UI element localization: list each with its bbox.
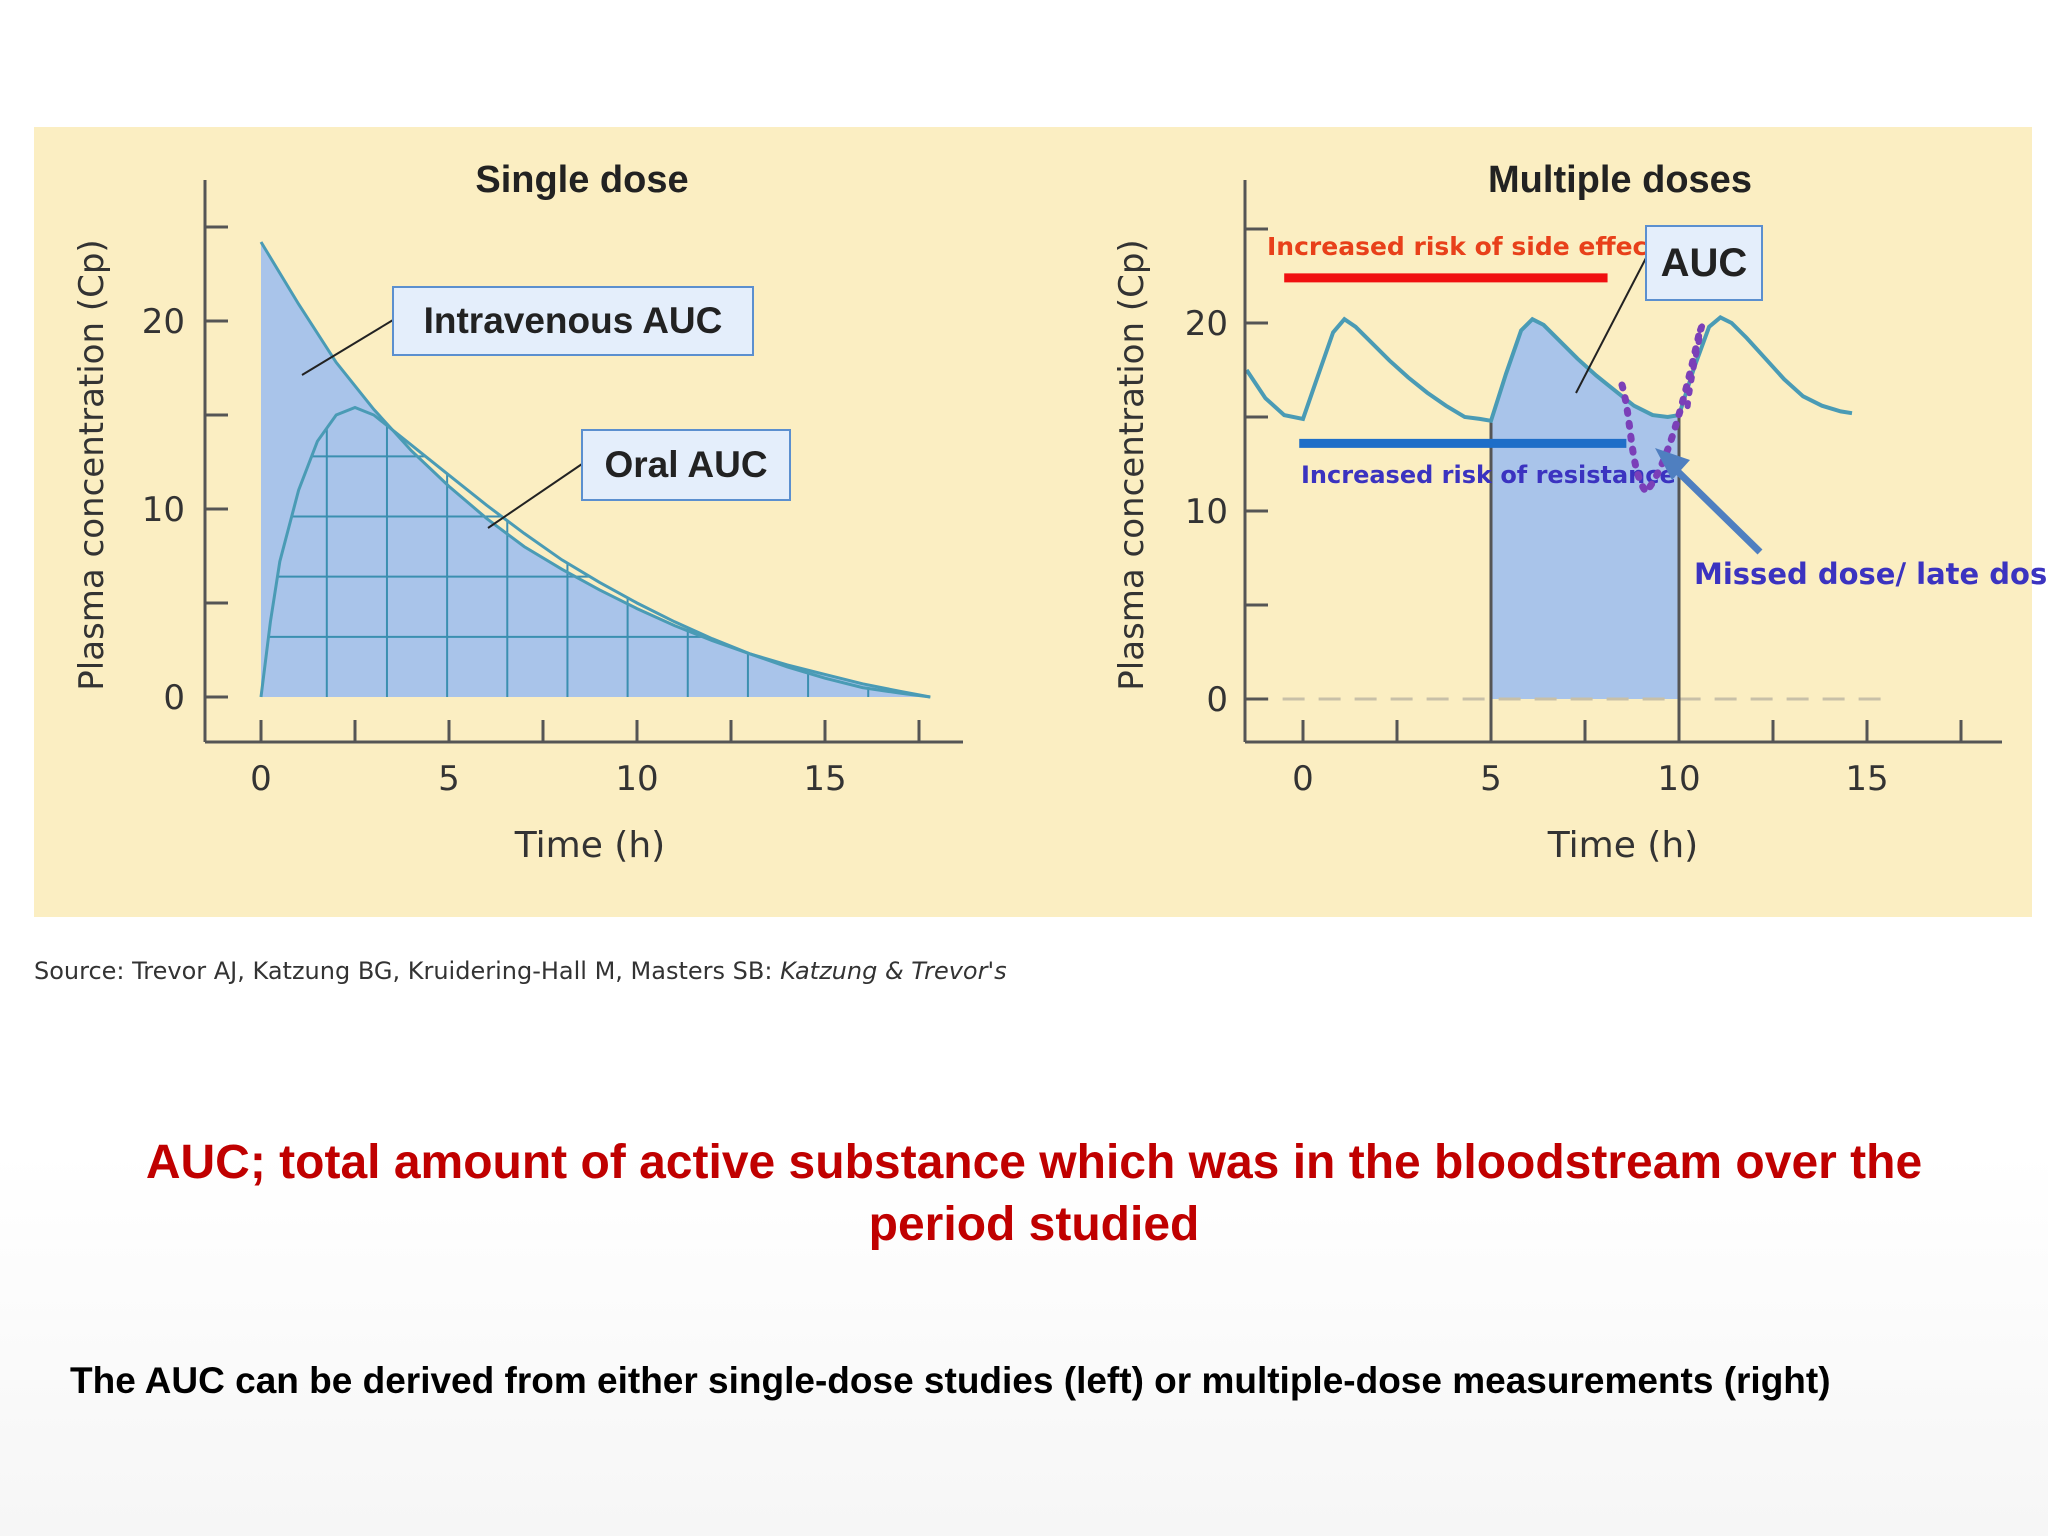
left-y-label: Plasma concentration (Cp)	[72, 239, 112, 690]
auc-label: AUC	[1661, 241, 1748, 285]
y-tick-label: 20	[142, 302, 185, 342]
right-y-label: Plasma concentration (Cp)	[1112, 239, 1152, 690]
definition-line-1: AUC; total amount of active substance wh…	[145, 1136, 1923, 1189]
missed-dose-arrow-head	[1655, 448, 1690, 480]
y-tick-label: 0	[1206, 680, 1228, 720]
side-effects-label: Increased risk of side effects	[1267, 232, 1674, 261]
missed-dose-dotted-curve-2	[1684, 320, 1706, 415]
x-tick-label: 10	[615, 759, 658, 799]
iv-auc-leader	[301, 319, 394, 376]
iv-auc-label-box	[392, 286, 754, 356]
right-chart-title: Multiple doses	[1488, 159, 1752, 201]
resistance-label: Increased risk of resistance	[1301, 461, 1676, 489]
x-tick-label: 5	[438, 759, 460, 799]
missed-dose-arrow-shaft	[1665, 459, 1763, 555]
multiple-dose-curve	[1244, 315, 1853, 424]
y-tick-label: 10	[1185, 492, 1228, 532]
oral-curve	[259, 405, 931, 699]
y-tick-label: 10	[142, 490, 185, 530]
auc-label-box	[1645, 225, 1763, 301]
iv-auc-label: Intravenous AUC	[424, 300, 723, 341]
auc-shaded-area	[1491, 319, 1679, 699]
iv-auc-area	[261, 242, 931, 697]
oral-auc-label: Oral AUC	[604, 444, 767, 485]
right-x-label: Time (h)	[1547, 825, 1698, 866]
right-ticks: 0 10 20 0 5 10 15	[1185, 227, 1963, 799]
source-citation: Source: Trevor AJ, Katzung BG, Kruiderin…	[34, 957, 1007, 985]
x-tick-label: 15	[803, 759, 846, 799]
auc-definition: AUC; total amount of active substance wh…	[60, 1132, 2008, 1256]
source-prefix: Source: Trevor AJ, Katzung BG, Kruiderin…	[34, 957, 781, 985]
x-tick-label: 10	[1657, 759, 1700, 799]
missed-dose-dotted-curve	[1618, 326, 1704, 498]
x-tick-label: 0	[1292, 759, 1314, 799]
left-ticks: 0 10 20 0 5 10 15	[142, 225, 921, 799]
multiple-doses-chart: 0 10 20 0 5 10 15 Multiple doses Time (h) Plas…	[1112, 159, 2048, 866]
x-tick-label: 5	[1480, 759, 1502, 799]
y-tick-label: 0	[163, 678, 185, 718]
y-tick-label: 20	[1185, 304, 1228, 344]
x-tick-label: 0	[250, 759, 272, 799]
figure-caption: The AUC can be derived from either singl…	[70, 1360, 1831, 1401]
auc-leader	[1575, 257, 1647, 394]
definition-line-2: period studied	[868, 1198, 1200, 1251]
left-x-label: Time (h)	[514, 825, 665, 866]
iv-curve	[259, 241, 931, 699]
source-book-title: Katzung & Trevor's	[780, 957, 1007, 985]
x-tick-label: 15	[1845, 759, 1888, 799]
oral-auc-leader	[487, 463, 583, 529]
oral-auc-label-box	[581, 429, 791, 501]
left-chart-title: Single dose	[475, 159, 688, 201]
missed-dose-label: Missed dose/ late dose	[1694, 557, 2048, 591]
